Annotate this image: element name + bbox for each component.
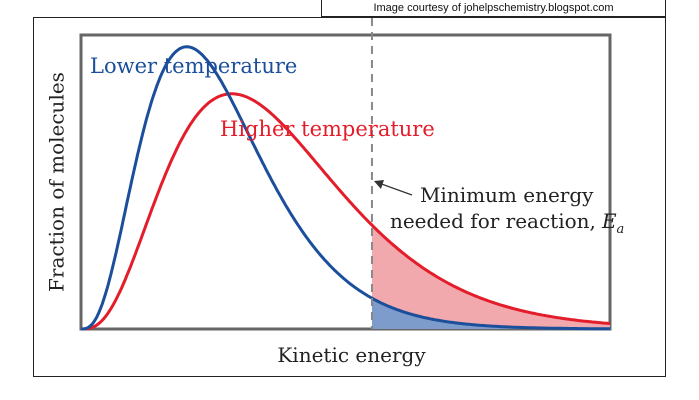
x-axis-label: Kinetic energy xyxy=(277,343,426,367)
annotation-line-1: Minimum energy xyxy=(420,183,594,207)
maxwell-boltzmann-chart: Lower temperature Higher temperature Min… xyxy=(45,18,624,367)
ea-symbol: E xyxy=(601,209,617,233)
annotation-ea-symbol: Ea xyxy=(601,209,624,237)
series-line-higher-temperature xyxy=(81,92,611,331)
lower-temp-shaded-area xyxy=(372,298,610,329)
figure-frame: Lower temperature Higher temperature Min… xyxy=(33,17,666,377)
annotation-arrowhead xyxy=(373,180,384,189)
plot-area-border xyxy=(79,33,612,331)
legend-label-higher-temperature: Higher temperature xyxy=(220,117,435,141)
ea-subscript: a xyxy=(617,222,625,237)
y-axis-label: Fraction of molecules xyxy=(45,72,69,292)
image-credit: Image courtesy of johelpschemistry.blogs… xyxy=(321,0,666,17)
annotation-line-2: needed for reaction, xyxy=(390,209,596,233)
legend-label-lower-temperature: Lower temperature xyxy=(90,54,297,78)
higher-temp-shaded-area xyxy=(372,225,610,329)
series-line-lower-temperature xyxy=(81,45,610,331)
